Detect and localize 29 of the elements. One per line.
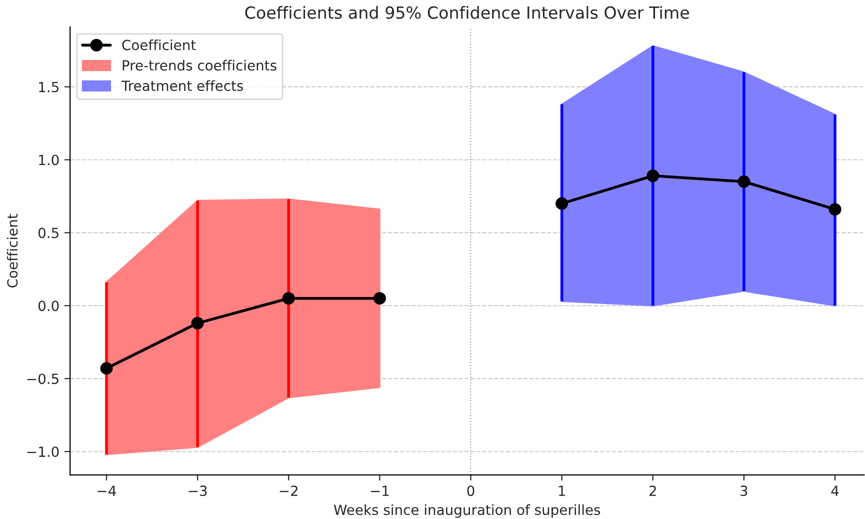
point bbox=[556, 197, 568, 210]
point bbox=[373, 292, 386, 305]
point bbox=[191, 316, 204, 330]
legend-label: Treatment effects bbox=[121, 80, 244, 92]
y-tick-label: 0.5 bbox=[38, 228, 58, 238]
x-tick-label: 2 bbox=[649, 486, 656, 496]
y-tick-label: 0.0 bbox=[38, 300, 59, 312]
point bbox=[828, 203, 842, 216]
point bbox=[646, 170, 660, 182]
point bbox=[738, 175, 750, 188]
x-tick-label: 0 bbox=[467, 486, 474, 496]
point bbox=[282, 292, 295, 305]
x-tick-label: −3 bbox=[188, 486, 207, 496]
x-tick-label: 3 bbox=[740, 486, 748, 496]
x-axis-title: Weeks since inauguration of superilles bbox=[334, 504, 600, 518]
x-tick-label: −2 bbox=[280, 486, 298, 496]
x-tick-label: −4 bbox=[98, 486, 116, 496]
point bbox=[100, 362, 113, 375]
x-tick-label: 1 bbox=[558, 486, 565, 496]
x-tick-label: −1 bbox=[370, 486, 389, 496]
y-tick-label: 1.0 bbox=[39, 154, 59, 166]
x-tick-label: 4 bbox=[831, 486, 839, 496]
chart-title: Coefficients and 95% Confidence Intervals Over Time bbox=[245, 6, 689, 19]
y-tick-label: −1.0 bbox=[27, 446, 59, 458]
y-tick-label: 1.5 bbox=[39, 82, 58, 92]
legend-label: Pre-trends coefficients bbox=[122, 60, 276, 71]
y-tick-label: −0.5 bbox=[27, 374, 58, 384]
legend-label: Coefficient bbox=[122, 39, 196, 50]
y-axis-title: Coefficient bbox=[6, 214, 18, 288]
